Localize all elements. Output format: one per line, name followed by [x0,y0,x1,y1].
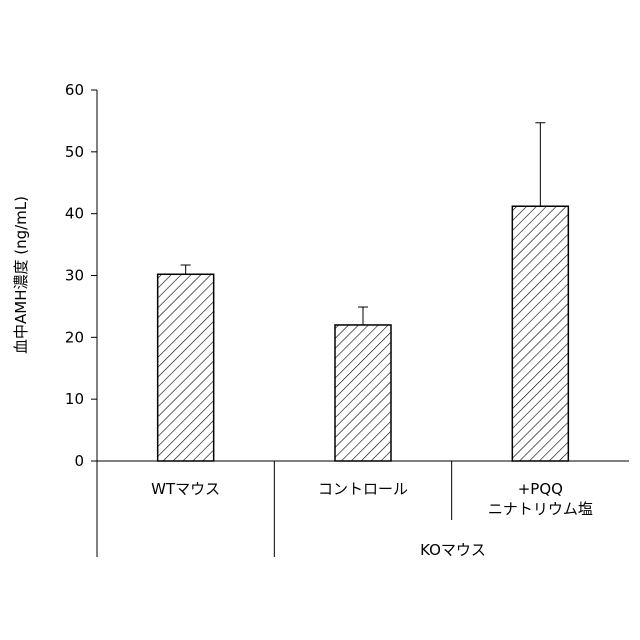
bar [511,205,570,462]
y-tick-label: 0 [74,452,84,470]
category-labels: WTマウス コントロール +PQQ ニナトリウム塩 [151,480,593,518]
y-tick-label: 20 [65,328,84,346]
y-tick-label: 10 [65,390,84,408]
error-bars [180,122,546,325]
bar [156,273,215,462]
y-tick-label: 50 [65,143,84,161]
y-tick-label: 40 [65,205,84,223]
bars [156,205,570,462]
bar [334,324,392,462]
y-axis-label: 血中AMH濃度 (ng/mL) [12,196,30,354]
y-tick-label: 30 [65,267,84,285]
y-tick-label: 60 [65,81,84,99]
category-label: コントロール [318,480,408,498]
category-label: WTマウス [151,480,220,498]
category-label: +PQQ ニナトリウム塩 [488,480,593,518]
group-label: KOマウス [420,541,486,559]
y-ticks: 0 10 20 30 40 50 60 [65,81,97,470]
